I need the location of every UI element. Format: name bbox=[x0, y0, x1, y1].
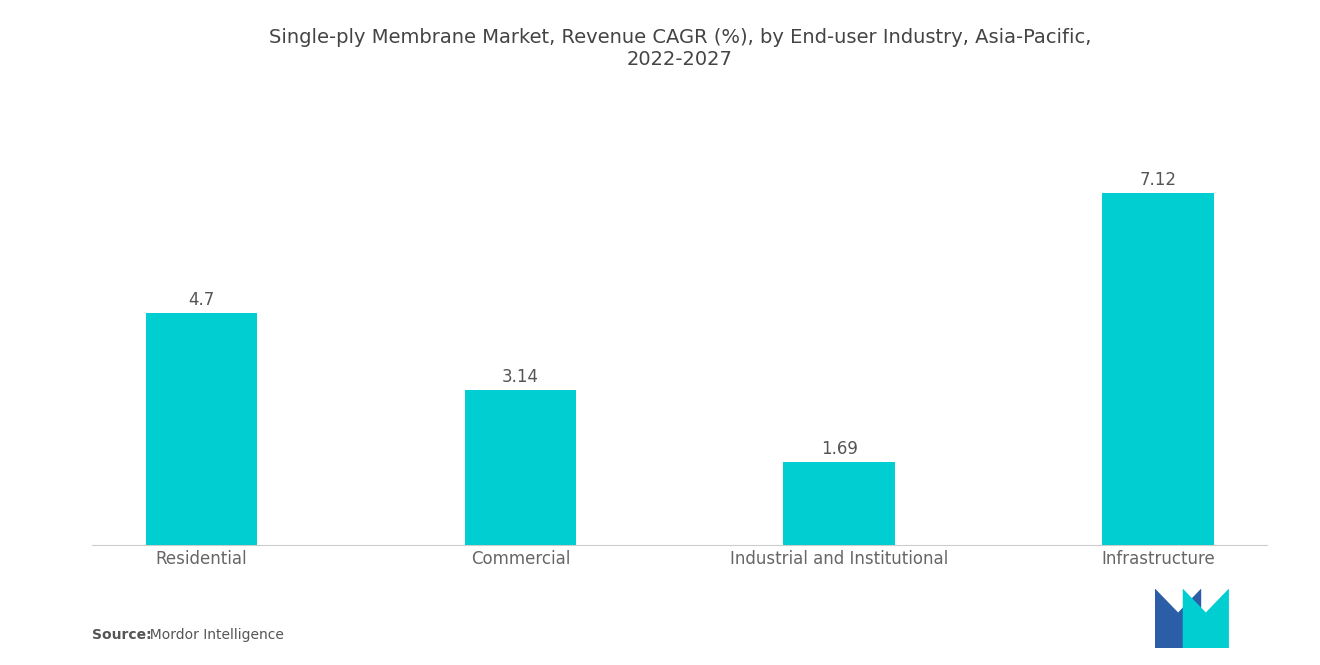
Bar bbox=[465, 390, 577, 545]
Text: Source:: Source: bbox=[92, 628, 152, 642]
Bar bbox=[145, 313, 257, 545]
Title: Single-ply Membrane Market, Revenue CAGR (%), by End-user Industry, Asia-Pacific: Single-ply Membrane Market, Revenue CAGR… bbox=[268, 28, 1092, 69]
Text: 7.12: 7.12 bbox=[1139, 171, 1176, 189]
Text: 1.69: 1.69 bbox=[821, 440, 858, 458]
Text: 4.7: 4.7 bbox=[189, 291, 215, 309]
Bar bbox=[1102, 193, 1214, 545]
Text: Mordor Intelligence: Mordor Intelligence bbox=[141, 628, 284, 642]
Bar bbox=[783, 462, 895, 545]
Text: 3.14: 3.14 bbox=[502, 368, 539, 386]
